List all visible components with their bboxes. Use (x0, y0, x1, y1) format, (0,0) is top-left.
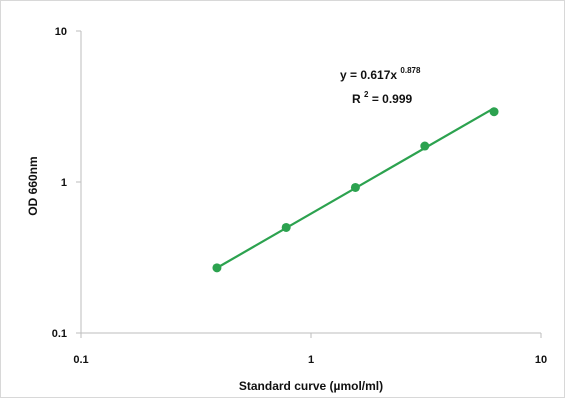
y-tick-label: 0.1 (52, 328, 67, 340)
data-point (489, 107, 499, 117)
x-axis-title: Standard curve (µmol/ml) (239, 379, 383, 393)
y-axis-title: OD 660nm (26, 156, 40, 215)
x-tick-label: 0.1 (73, 354, 88, 366)
data-point (420, 141, 430, 151)
y-tick-label: 10 (55, 26, 67, 38)
r2-prefix: R (352, 92, 361, 106)
x-tick-label: 10 (535, 354, 547, 366)
r2-exponent: 2 (364, 90, 369, 99)
x-tick-label: 1 (308, 354, 314, 366)
equation-annotation: y = 0.617x 0.878 (340, 66, 421, 82)
r2-suffix: = 0.999 (372, 92, 413, 106)
data-point (350, 182, 360, 192)
data-point (212, 263, 222, 273)
plot-area: 0.1 1 10 0.1 1 10 (52, 26, 547, 366)
data-point (281, 222, 291, 232)
equation-prefix: y = 0.617x (340, 68, 397, 82)
equation-exponent: 0.878 (400, 66, 421, 75)
y-tick-label: 1 (61, 177, 67, 189)
r-squared-annotation: R 2 = 0.999 (352, 86, 413, 106)
